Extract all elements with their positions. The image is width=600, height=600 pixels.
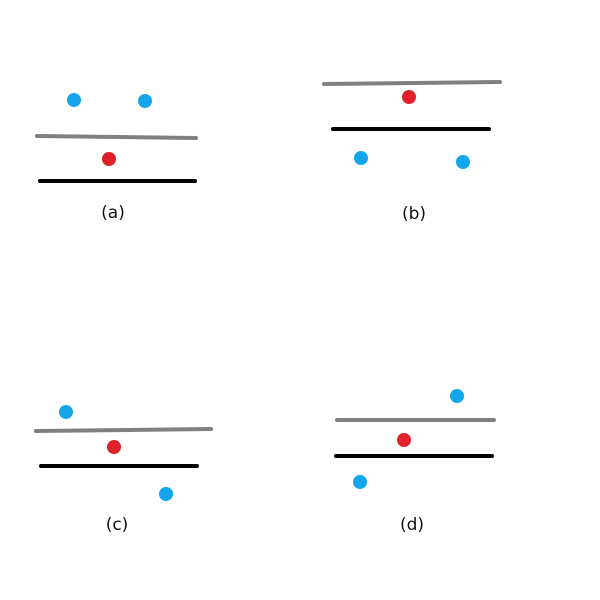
blue-point [456,155,470,169]
blue-point [159,487,173,501]
panel-a: (a) [35,93,198,223]
red-point [397,433,411,447]
blue-point [450,389,464,403]
blue-point [59,405,73,419]
panel-caption: (d) [400,515,424,535]
red-point [107,440,121,454]
panel-caption: (a) [101,203,125,223]
red-point [402,90,416,104]
gray-line [322,80,502,86]
panel-d: (d) [334,389,496,535]
gray-line [35,134,198,140]
panel-caption: (b) [402,204,426,224]
panel-caption: (c) [106,515,129,535]
blue-point [67,93,81,107]
blue-point [354,151,368,165]
red-point [102,152,116,166]
gray-line [34,427,213,433]
panel-b: (b) [322,80,502,224]
blue-point [138,94,152,108]
panel-c: (c) [34,405,213,535]
blue-point [353,475,367,489]
